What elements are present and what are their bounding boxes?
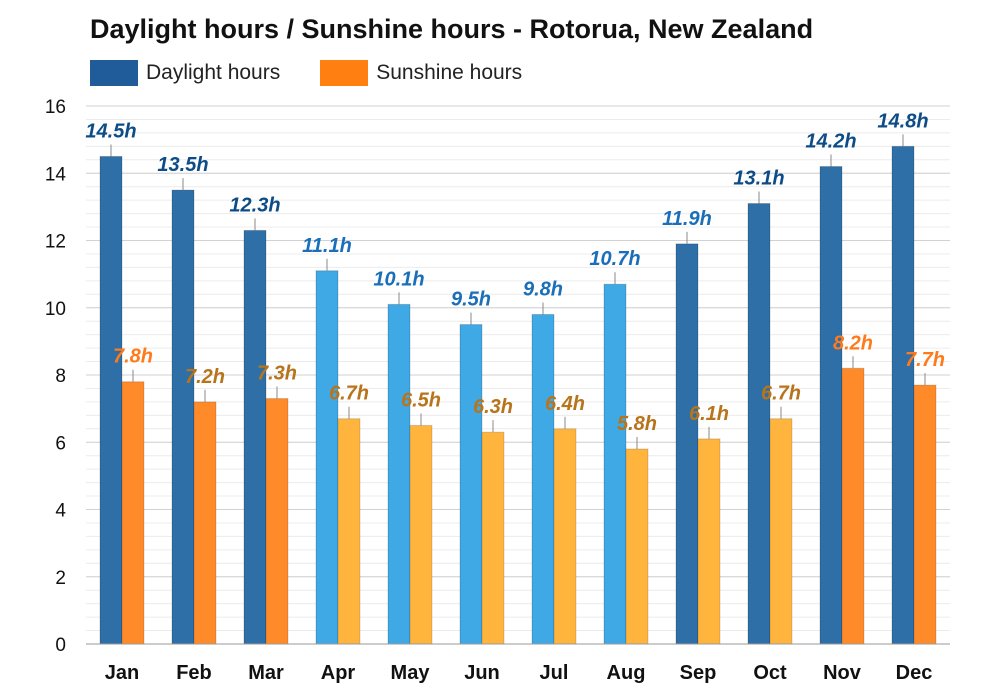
daylight-bar xyxy=(891,145,915,645)
daylight-data-label: 11.9h xyxy=(662,208,712,230)
sunshine-bar xyxy=(121,381,145,645)
x-tick-label: Feb xyxy=(176,662,212,684)
sunshine-bar xyxy=(337,418,361,645)
y-tick-label: 16 xyxy=(45,97,66,118)
sunshine-bar xyxy=(481,431,505,645)
daylight-bar xyxy=(459,324,483,645)
sunshine-data-label: 6.7h xyxy=(761,383,801,405)
sunshine-bar xyxy=(553,428,577,645)
daylight-data-label: 10.1h xyxy=(373,268,424,290)
daylight-data-label: 9.8h xyxy=(523,278,563,300)
x-tick-label: May xyxy=(391,662,431,684)
legend-swatch-sunshine xyxy=(320,60,369,86)
legend-swatch-daylight xyxy=(90,60,138,86)
daylight-bar xyxy=(315,270,339,645)
y-tick-label: 12 xyxy=(45,232,66,253)
legend-item-sunshine[interactable]: Sunshine hours xyxy=(320,60,522,86)
daylight-data-label: 12.3h xyxy=(229,194,280,216)
daylight-data-label: 10.7h xyxy=(589,248,640,270)
sunshine-data-label: 6.4h xyxy=(545,393,585,415)
sunshine-data-label: 6.5h xyxy=(401,389,441,411)
sunshine-data-label: 7.7h xyxy=(905,349,945,371)
y-tick-label: 2 xyxy=(55,568,66,589)
daylight-data-label: 11.1h xyxy=(302,235,352,257)
sunshine-bar xyxy=(913,384,937,645)
x-tick-label: Oct xyxy=(753,662,787,684)
sunshine-bar xyxy=(769,418,793,645)
daylight-data-label: 9.5h xyxy=(451,289,491,311)
legend-item-daylight[interactable]: Daylight hours xyxy=(90,60,280,86)
sunshine-bar xyxy=(697,438,721,645)
daylight-bar xyxy=(99,155,123,645)
y-tick-label: 6 xyxy=(55,433,66,454)
y-tick-label: 10 xyxy=(45,299,66,320)
sunshine-bar xyxy=(193,401,217,645)
sunshine-data-label: 8.2h xyxy=(833,332,873,354)
y-tick-label: 4 xyxy=(55,501,66,522)
daylight-bar xyxy=(603,283,627,645)
sunshine-bar xyxy=(841,367,865,645)
sunshine-bar xyxy=(409,424,433,645)
daylight-bar xyxy=(171,189,195,645)
daylight-bar xyxy=(819,166,843,645)
daylight-data-label: 14.8h xyxy=(877,110,928,132)
daylight-data-label: 13.1h xyxy=(733,168,784,190)
sunshine-data-label: 6.7h xyxy=(329,383,369,405)
x-tick-label: Nov xyxy=(823,662,862,684)
sunshine-data-label: 7.3h xyxy=(257,363,297,385)
y-tick-label: 0 xyxy=(55,635,66,656)
daylight-bar xyxy=(675,243,699,645)
chart-title: Daylight hours / Sunshine hours - Rotoru… xyxy=(90,14,814,44)
daylight-bar xyxy=(747,203,771,645)
sunshine-data-label: 5.8h xyxy=(617,413,657,435)
daylight-bar xyxy=(387,303,411,645)
daylight-data-label: 14.2h xyxy=(805,131,856,153)
x-tick-label: Jul xyxy=(540,662,569,684)
sunshine-data-label: 6.1h xyxy=(689,403,729,425)
x-tick-label: Sep xyxy=(680,662,717,684)
daylight-bar xyxy=(531,313,555,645)
x-tick-label: Aug xyxy=(607,662,646,684)
legend: Daylight hours Sunshine hours xyxy=(90,60,562,86)
legend-label-daylight: Daylight hours xyxy=(146,61,281,84)
x-tick-label: Jun xyxy=(464,662,500,684)
daylight-data-label: 13.5h xyxy=(157,154,208,176)
daylight-bar xyxy=(243,229,267,645)
x-tick-label: Mar xyxy=(248,662,284,684)
x-tick-label: Dec xyxy=(896,662,933,684)
sunshine-data-label: 7.8h xyxy=(113,346,153,368)
legend-label-sunshine: Sunshine hours xyxy=(376,61,523,84)
daylight-data-label: 14.5h xyxy=(85,120,136,142)
x-tick-label: Jan xyxy=(105,662,139,684)
sunshine-data-label: 7.2h xyxy=(185,366,225,388)
y-tick-label: 14 xyxy=(45,164,67,185)
y-tick-label: 8 xyxy=(55,366,66,387)
sunshine-bar xyxy=(625,448,649,645)
sunshine-data-label: 6.3h xyxy=(473,396,513,418)
sunshine-bar xyxy=(265,398,289,645)
x-tick-label: Apr xyxy=(321,662,356,684)
